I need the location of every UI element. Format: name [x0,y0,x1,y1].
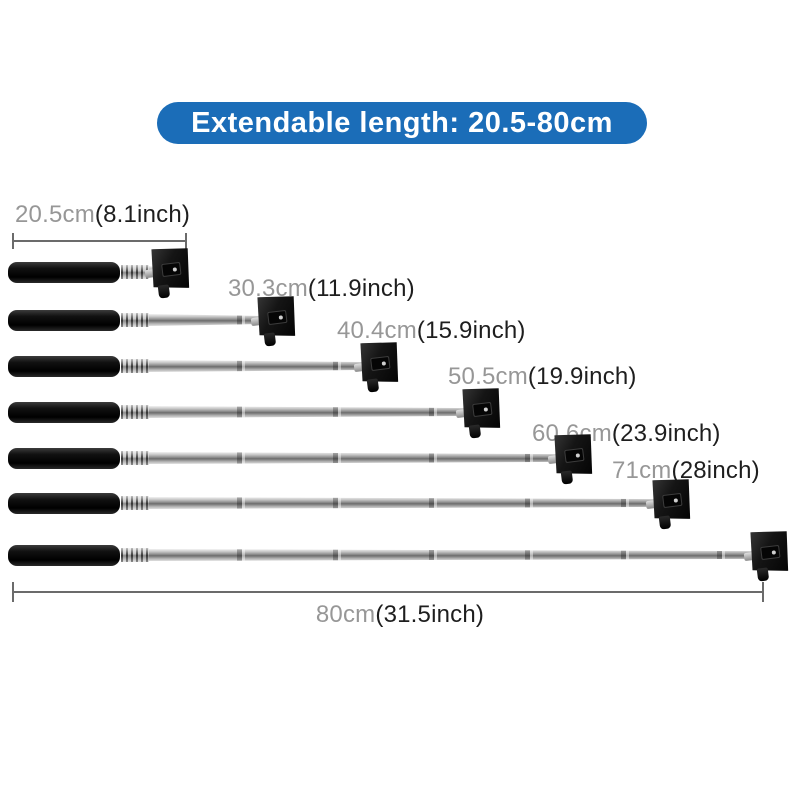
clamp-recess [564,447,585,464]
measure-tick-left [12,233,14,249]
selfie-stick-50.5cm [8,400,501,439]
phone-clamp-head [547,430,598,485]
selfie-stick-60.6cm [8,446,593,485]
measure-tick-left [12,582,14,602]
telescopic-pole [149,497,663,509]
selfie-stick-40.4cm [8,354,399,393]
pole-joints [149,360,371,372]
pole-joints [149,314,268,326]
length-cm-text: 20.5cm [15,201,95,228]
clamp-knob [658,515,672,530]
foam-handle [8,544,120,566]
foam-handle [8,261,120,283]
telescopic-pole [149,549,761,561]
measure-line-20.5cm [12,233,187,249]
length-inch-text: (11.9inch) [307,275,415,302]
length-label-30.3cm: 30.3cm(11.9inch) [228,275,415,303]
clamp-recess [267,309,288,326]
selfie-stick-20.5cm [8,260,190,299]
measure-line-80cm [12,582,764,602]
length-inch-text: (15.9inch) [416,317,526,344]
length-label-40.4cm: 40.4cm(15.9inch) [337,317,526,345]
foam-handle [8,355,120,377]
clamp-recess [662,492,683,509]
foam-handle [8,492,120,514]
clamp-knob [366,378,380,393]
telescopic-pole [149,406,473,418]
phone-clamp-head [353,338,404,393]
measure-tick-right [185,233,187,249]
pole-collar [121,313,149,327]
foam-handle [8,401,120,423]
selfie-stick-80cm [8,543,789,582]
pole-collar [121,359,149,373]
phone-clamp-head [645,475,696,530]
length-label-60.6cm: 60.6cm(23.9inch) [532,420,721,448]
measure-bar [14,240,185,242]
length-cm-text: 40.4cm [337,317,417,344]
pole-collar [121,405,149,419]
length-inch-text: (23.9inch) [611,420,721,447]
clamp-recess [161,261,182,278]
measure-tick-right [762,582,764,602]
length-label-50.5cm: 50.5cm(19.9inch) [448,363,637,391]
clamp-recess [370,355,391,372]
telescopic-pole [149,314,268,326]
length-cm-text: 50.5cm [448,363,528,390]
phone-clamp-head [250,292,301,347]
length-cm-text: 80cm [315,601,376,628]
pole-joints [149,406,473,418]
length-label-20.5cm: 20.5cm(8.1inch) [15,201,190,229]
length-inch-text: (8.1inch) [94,201,191,228]
clamp-knob [468,424,482,439]
clamp-knob [756,567,770,582]
foam-handle [8,309,120,331]
pole-collar [121,496,149,510]
clamp-knob [157,284,171,299]
telescopic-pole [149,360,371,372]
measure-bar [14,591,762,593]
clamp-knob [263,332,277,347]
clamp-recess [760,544,781,561]
pole-joints [149,497,663,509]
selfie-stick-30.3cm [8,308,296,347]
length-inch-text: (19.9inch) [527,363,637,390]
banner: Extendable length: 20.5-80cm [157,102,647,144]
phone-clamp-head [743,527,794,582]
pole-collar [121,265,149,279]
length-label-80cm: 80cm(31.5inch) [0,601,800,629]
selfie-stick-71cm [8,491,691,530]
pole-collar [121,451,149,465]
phone-clamp-head [144,244,195,299]
length-inch-text: (31.5inch) [375,601,485,628]
clamp-knob [560,470,574,485]
clamp-recess [472,401,493,418]
foam-handle [8,447,120,469]
length-cm-text: 71cm [612,457,672,484]
telescopic-pole [149,452,565,464]
phone-clamp-head [455,384,506,439]
pole-joints [149,549,761,561]
pole-joints [149,452,565,464]
pole-collar [121,548,149,562]
